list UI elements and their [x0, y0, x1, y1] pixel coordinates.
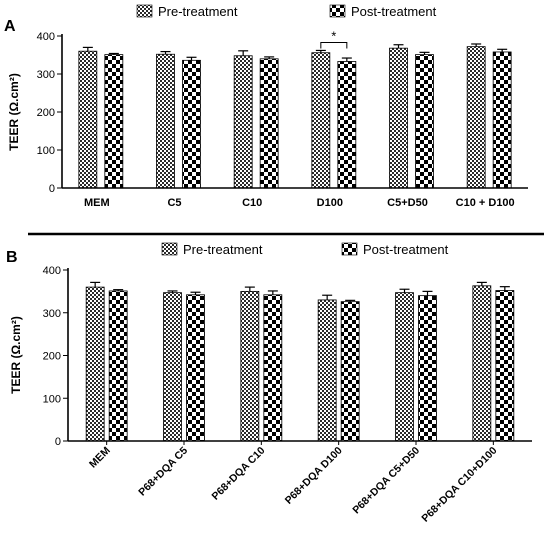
bar-post: [263, 294, 283, 442]
x-category-label: D100: [317, 197, 343, 209]
y-tick-label: 0: [49, 183, 55, 195]
legend-a-post-label: Post-treatment: [351, 4, 437, 19]
bar-post: [186, 294, 205, 442]
panel-a-label: A: [4, 18, 16, 35]
bar-post: [259, 58, 279, 189]
y-tick-label: 300: [37, 69, 55, 81]
bar-post: [340, 301, 360, 442]
panel-b-chart: B Pre-treatment Post-treatment TEER (Ω.c…: [6, 242, 532, 525]
bar-post: [108, 290, 128, 442]
bar-post: [182, 59, 201, 189]
legend-a-pre-label: Pre-treatment: [158, 4, 238, 19]
legend-b-pre-label: Pre-treatment: [183, 242, 263, 257]
bar-post: [337, 61, 357, 189]
bar-pre: [163, 292, 182, 442]
bar-post: [495, 290, 515, 442]
x-category-label: P68+DQA C10: [210, 445, 268, 503]
y-tick-label: 400: [43, 265, 61, 277]
bar-pre: [395, 292, 414, 442]
bar-pre: [317, 299, 337, 442]
panel-a-chart: A Pre-treatment Post-treatment TEER (Ω.c…: [4, 4, 528, 209]
bar-pre: [472, 285, 492, 442]
panel-b-y-axis-label: TEER (Ω.cm²): [9, 316, 23, 394]
bar-pre: [240, 290, 260, 442]
legend-b-swatch-post: [341, 242, 358, 256]
bar-pre: [85, 286, 105, 442]
bar-post: [104, 54, 124, 189]
bar-post: [418, 295, 437, 442]
significance-star: *: [331, 28, 336, 43]
panel-b-label: B: [6, 249, 18, 266]
significance-bracket: [320, 41, 348, 49]
x-category-label: MEM: [84, 197, 110, 209]
y-tick-label: 200: [43, 351, 61, 363]
panel-b-legend: Pre-treatment Post-treatment: [161, 242, 449, 257]
panel-a-y-axis-label: TEER (Ω.cm²): [7, 73, 21, 151]
x-category-label: C10 + D100: [456, 197, 515, 209]
x-category-label: P68+DQA C10+D100: [419, 445, 499, 525]
y-tick-label: 0: [55, 436, 61, 448]
legend-a-swatch-pre: [136, 4, 153, 18]
legend-b-post-label: Post-treatment: [363, 242, 449, 257]
panel-a-legend: Pre-treatment Post-treatment: [136, 4, 437, 19]
bar-pre: [466, 46, 486, 189]
bar-pre: [156, 53, 175, 189]
x-category-label: P68+DQA C5: [136, 445, 190, 499]
bar-post: [415, 54, 434, 189]
legend-a-swatch-post: [329, 4, 346, 18]
x-category-label: C5: [167, 197, 181, 209]
x-category-label: P68+DQA C5+D50: [350, 445, 422, 517]
bar-pre: [78, 50, 98, 189]
y-tick-label: 100: [37, 145, 55, 157]
bar-pre: [311, 52, 331, 189]
bar-pre: [233, 55, 253, 189]
x-category-label: P68+DQA D100: [283, 445, 345, 507]
x-category-label: MEM: [87, 444, 113, 470]
y-tick-label: 400: [37, 31, 55, 43]
y-tick-label: 100: [43, 393, 61, 405]
legend-b-swatch-pre: [161, 242, 178, 256]
y-tick-label: 300: [43, 308, 61, 320]
y-tick-label: 200: [37, 107, 55, 119]
x-category-label: C10: [242, 197, 262, 209]
bar-post: [492, 51, 512, 189]
bar-pre: [389, 47, 408, 189]
x-category-label: C5+D50: [387, 197, 428, 209]
